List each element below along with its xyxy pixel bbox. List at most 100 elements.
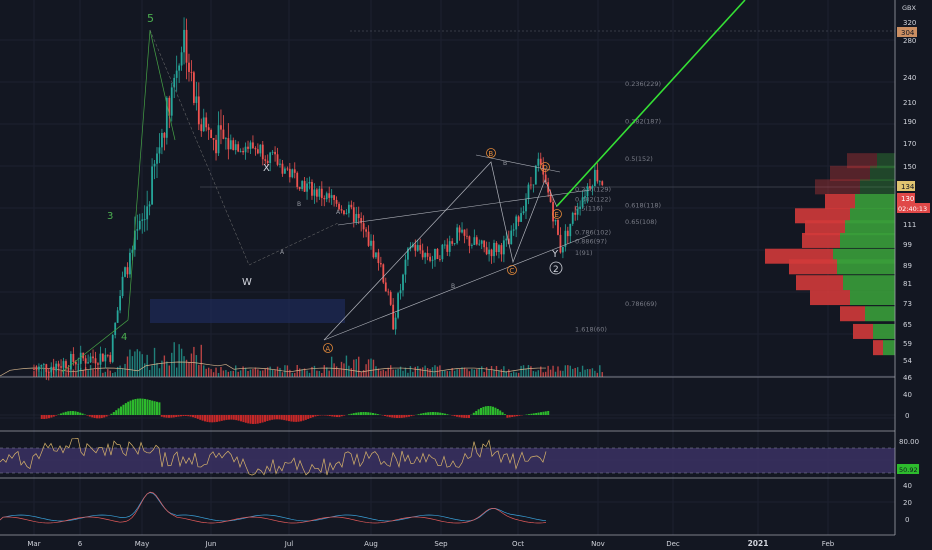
volume-bar bbox=[441, 370, 444, 377]
volume-bar bbox=[404, 367, 407, 377]
volume-profile-sell-bar bbox=[840, 306, 865, 322]
candle-body bbox=[389, 292, 392, 305]
candle-body bbox=[456, 227, 459, 244]
candle-body bbox=[485, 247, 488, 255]
macd-histogram-bar bbox=[292, 415, 295, 422]
candle-body bbox=[281, 163, 284, 174]
candle-body bbox=[89, 356, 92, 363]
fib-level-label: 0.618(118) bbox=[625, 202, 661, 210]
volume-bar bbox=[444, 370, 446, 377]
volume-bar bbox=[222, 370, 225, 377]
candle-body bbox=[202, 117, 205, 132]
volume-bar bbox=[576, 367, 579, 377]
macd-histogram-bar bbox=[45, 415, 48, 419]
volume-bar bbox=[72, 369, 75, 377]
macd-histogram-bar bbox=[237, 415, 240, 421]
fib-retracement-levels: 0.236(229) 0.382(187) 0.5(152) 0.236(129) 0.… bbox=[200, 30, 895, 333]
volume-bar bbox=[99, 366, 102, 377]
candle-body bbox=[146, 206, 149, 220]
candle-body bbox=[569, 223, 572, 237]
candle-body bbox=[239, 151, 242, 152]
macd-histogram-bar bbox=[403, 415, 406, 418]
volume-bar bbox=[343, 363, 345, 377]
volume-bar bbox=[148, 369, 151, 377]
candle-body bbox=[62, 361, 65, 368]
volume-bar bbox=[92, 369, 94, 377]
candle-body bbox=[256, 149, 259, 154]
candle-body bbox=[505, 238, 508, 241]
candle-body bbox=[426, 253, 429, 257]
volume-bar bbox=[65, 372, 67, 377]
elliott-wave-labels: 5 3 4 X W Y 2 A B C D E B A A B B bbox=[107, 12, 563, 353]
macd-histogram-bar bbox=[148, 399, 151, 415]
macd-histogram-bar bbox=[355, 412, 358, 415]
candle-body bbox=[52, 366, 55, 371]
time-axis[interactable]: Mar 6 May Jun Jul Aug Sep Oct Nov Dec 2021 Feb bbox=[27, 539, 834, 548]
volume-bar bbox=[178, 344, 180, 377]
candle-body bbox=[387, 291, 390, 293]
volume-profile-buy-bar bbox=[840, 232, 895, 248]
volume-bar bbox=[131, 356, 134, 377]
candle-body bbox=[598, 181, 601, 183]
macd-histogram-bar bbox=[499, 410, 502, 415]
indicator-panes bbox=[0, 398, 895, 536]
volume-bar bbox=[537, 370, 539, 377]
volume-bar bbox=[70, 369, 72, 377]
volume-bar bbox=[485, 367, 488, 377]
macd-histogram-bar bbox=[444, 413, 446, 415]
time-axis-label: Mar bbox=[27, 540, 40, 548]
candle-body bbox=[357, 213, 360, 219]
volume-bar bbox=[350, 368, 353, 377]
macd-histogram-bar bbox=[48, 415, 50, 419]
volume-bar bbox=[458, 369, 461, 377]
macd-histogram-bar bbox=[331, 415, 334, 417]
candle-body bbox=[591, 186, 594, 189]
macd-histogram-bar bbox=[165, 415, 168, 418]
candle-body bbox=[45, 364, 48, 372]
fib-level-label: 0.786(102) bbox=[575, 228, 611, 236]
candle-body bbox=[271, 151, 274, 153]
macd-histogram-bar bbox=[93, 415, 96, 418]
volume-bar bbox=[311, 366, 313, 377]
macd-histogram-bar bbox=[501, 412, 504, 415]
macd-histogram-bar bbox=[76, 411, 79, 415]
volume-bar bbox=[515, 372, 517, 377]
wave-label-b-circle bbox=[486, 148, 496, 158]
candle-body bbox=[205, 117, 208, 128]
volume-bar bbox=[549, 369, 552, 377]
candle-body bbox=[138, 220, 141, 230]
candle-body bbox=[217, 125, 220, 154]
wave-label-d-circle bbox=[540, 162, 550, 172]
candle-body bbox=[65, 361, 67, 369]
volume-bar bbox=[225, 370, 227, 377]
candle-body bbox=[99, 353, 102, 365]
macd-histogram-bar bbox=[424, 412, 427, 415]
macd-histogram-bar bbox=[264, 415, 266, 422]
candle-body bbox=[534, 165, 537, 185]
macd-histogram-bar bbox=[69, 411, 72, 415]
macd-histogram-bar bbox=[55, 415, 58, 416]
price-axis-tick: 111 bbox=[903, 221, 916, 229]
volume-bar bbox=[348, 365, 350, 377]
candle-body bbox=[517, 216, 520, 222]
volume-bar bbox=[402, 370, 404, 377]
macd-histogram-bar bbox=[475, 410, 478, 415]
fib-level-label: 0.886(97) bbox=[575, 237, 607, 245]
volume-bar bbox=[33, 371, 35, 377]
volume-bar bbox=[303, 368, 306, 377]
macd-histogram-bar bbox=[120, 406, 122, 415]
candle-body bbox=[338, 203, 340, 210]
volume-bar bbox=[581, 365, 584, 377]
candle-body bbox=[421, 250, 424, 258]
volume-bar bbox=[377, 368, 380, 377]
rsi-band bbox=[0, 448, 895, 473]
macd-histogram-bar bbox=[172, 415, 175, 418]
macd-histogram-bar bbox=[513, 415, 516, 417]
price-axis[interactable]: GBX 320 280 240 210 190 170 150 111 99 89 81 73 65 59 5… bbox=[894, 0, 930, 535]
candle-body bbox=[266, 160, 269, 164]
volume-bar bbox=[134, 351, 136, 377]
volume-bar bbox=[522, 365, 525, 377]
volume-bar bbox=[97, 367, 99, 377]
volume-bar bbox=[409, 366, 412, 377]
